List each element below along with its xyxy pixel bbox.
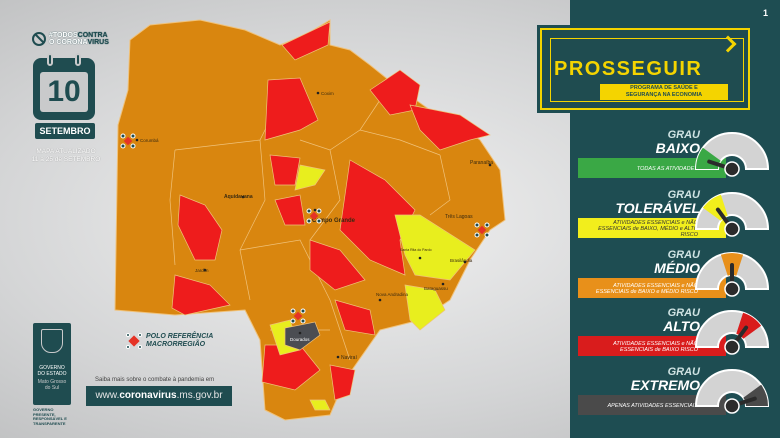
level-0: GRAU BAIXO TODAS AS ATIVIDADES — [578, 127, 778, 183]
gauge-icon — [694, 310, 770, 355]
level-grau: GRAU — [667, 189, 700, 201]
hashtag-text: #TODOS — [49, 32, 78, 39]
motto-line: PRESENTE, — [33, 411, 56, 417]
level-3: GRAU ALTO ATIVIDADES ESSENCIAIS e NÃO ES… — [578, 305, 778, 361]
motto-line: RESPONSÁVEL E — [33, 416, 67, 421]
level-1: GRAU TOLERÁVEL ATIVIDADES ESSENCIAIS e N… — [578, 187, 778, 243]
polo-markers — [120, 133, 490, 324]
city-label: Três Lagoas — [445, 214, 473, 220]
gov-text: do Sul — [44, 385, 60, 391]
gov-text: GOVERNO — [39, 365, 65, 371]
legend-text: MACRORREGIÃO — [146, 340, 206, 348]
level-2: GRAU MÉDIO ATIVIDADES ESSENCIAIS e NÃO E… — [578, 247, 778, 303]
city-label: Coxim — [321, 91, 334, 96]
level-name: MÉDIO — [654, 260, 700, 276]
hashtag-text: CONTRA — [77, 32, 108, 39]
level-name: EXTREMO — [630, 377, 700, 393]
city-label: Paranaíba — [470, 160, 493, 166]
gauge-icon — [694, 252, 770, 297]
gauge-icon — [694, 132, 770, 177]
city-label: Jardim — [195, 268, 209, 273]
program-subtitle: PROGRAMA DE SAÚDE E SEGURANÇA NA ECONOMIA — [600, 84, 728, 100]
motto-line: TRANSPARENTE — [33, 420, 66, 426]
city-label: Dourados — [290, 337, 310, 342]
motto-line: GOVERNO — [33, 407, 54, 412]
update-label: MAPA ATUALIZADO — [36, 148, 96, 155]
level-4: GRAU EXTREMO APENAS ATIVIDADES ESSENCIAI… — [578, 364, 778, 420]
level-description: ATIVIDADES ESSENCIAIS e NÃO ESSENCIAIS d… — [578, 218, 726, 238]
polo-marker-icon — [126, 332, 142, 349]
more-info-text: Saiba mais sobre o combate à pandemia em — [95, 377, 215, 383]
city-label: Campo Grande — [312, 218, 356, 224]
level-grau: GRAU — [667, 129, 700, 141]
government-logo: GOVERNO DO ESTADO Mato Grosso do Sul — [33, 323, 71, 405]
page-number: 1 — [762, 8, 768, 18]
no-virus-icon — [32, 32, 46, 46]
calendar-month: SETEMBRO — [35, 123, 95, 139]
government-motto: GOVERNO PRESENTE, RESPONSÁVEL E TRANSPARENT… — [33, 407, 73, 426]
state-crest-icon — [41, 329, 63, 353]
regions-toleravel — [269, 164, 476, 411]
gauge-icon — [694, 192, 770, 237]
city-label: Brasilândia — [450, 258, 473, 263]
city-label: Santa Rita do Pardo — [400, 248, 432, 252]
regions-alto — [171, 21, 491, 401]
gauge-icon — [694, 369, 770, 414]
legend-text: POLO REFERÊNCIA — [146, 333, 214, 340]
polo-legend: POLO REFERÊNCIA MACRORREGIÃO — [126, 332, 214, 349]
calendar-day: 10 — [40, 72, 88, 112]
prosseguir-logo: PROSSEGUIR PROGRAMA DE SAÚDE E SEGURANÇA … — [540, 28, 750, 110]
hashtag-text: VIRUS — [87, 39, 109, 46]
gov-text: Mato Grosso — [37, 379, 67, 385]
city-label: Naviraí — [341, 355, 357, 361]
update-dates: 11 a 25 de SETEMBRO — [31, 155, 101, 163]
level-name: TOLERÁVEL — [615, 200, 700, 216]
city-label: Bataguassu — [424, 286, 448, 291]
website-link[interactable]: www.coronavirus.ms.gov.br — [86, 386, 232, 406]
gov-text: DO ESTADO — [37, 371, 67, 377]
level-grau: GRAU — [667, 307, 700, 319]
city-label: Aquidauana — [224, 194, 253, 200]
region-extremo — [284, 321, 321, 351]
city-label: Nova Andradina — [376, 292, 409, 297]
campaign-hashtag: #TODOSCONTRA O CORONAVIRUS — [32, 32, 109, 46]
hashtag-text: O CORONA — [49, 39, 88, 46]
city-label: Corumbá — [140, 138, 159, 143]
level-grau: GRAU — [667, 249, 700, 261]
calendar-icon: 10 — [33, 53, 95, 120]
update-period: MAPA ATUALIZADO 11 a 25 de SETEMBRO — [20, 148, 112, 163]
level-description: ATIVIDADES ESSENCIAIS e NÃO ESSENCIAIS d… — [578, 278, 726, 298]
level-name: ALTO — [663, 318, 700, 334]
level-description: TODAS AS ATIVIDADES — [578, 158, 726, 178]
level-name: BAIXO — [655, 140, 700, 156]
level-description: APENAS ATIVIDADES ESSENCIAIS — [578, 395, 726, 415]
level-grau: GRAU — [667, 366, 700, 378]
program-title: PROSSEGUIR — [554, 58, 703, 80]
level-description: ATIVIDADES ESSENCIAIS e NÃO ESSENCIAIS d… — [578, 336, 726, 356]
state-map: Corumbá Coxim Aquidauana Campo Grande Tr… — [114, 19, 506, 421]
